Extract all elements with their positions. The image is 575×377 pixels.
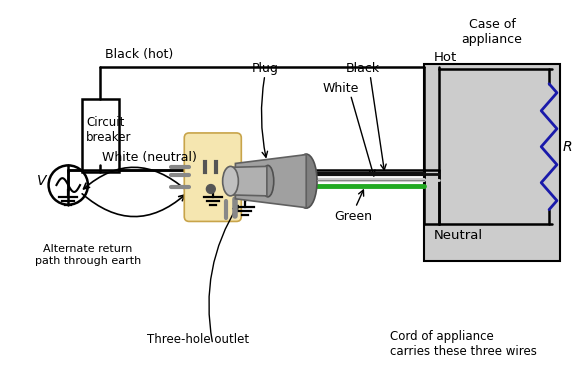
Text: Circuit
breaker: Circuit breaker xyxy=(86,116,132,144)
Polygon shape xyxy=(235,155,306,208)
Text: R: R xyxy=(563,140,573,154)
Text: Black (hot): Black (hot) xyxy=(105,48,173,61)
Ellipse shape xyxy=(223,166,239,196)
FancyBboxPatch shape xyxy=(184,133,242,221)
Text: V: V xyxy=(37,174,47,188)
Ellipse shape xyxy=(262,166,274,197)
Bar xyxy=(424,64,560,261)
Text: White (neutral): White (neutral) xyxy=(102,152,197,164)
Text: Neutral: Neutral xyxy=(434,229,483,242)
Bar xyxy=(82,98,120,172)
Polygon shape xyxy=(231,166,267,196)
Text: White: White xyxy=(323,81,359,95)
Text: Plug: Plug xyxy=(251,62,278,75)
Text: Hot: Hot xyxy=(434,51,457,64)
Circle shape xyxy=(206,185,215,193)
Ellipse shape xyxy=(296,154,317,208)
Bar xyxy=(424,64,560,261)
Text: Black: Black xyxy=(346,62,380,75)
Text: Three-hole outlet: Three-hole outlet xyxy=(147,333,249,346)
Text: Cord of appliance
carries these three wires: Cord of appliance carries these three wi… xyxy=(390,329,536,358)
Text: Alternate return
path through earth: Alternate return path through earth xyxy=(35,244,141,266)
Text: Green: Green xyxy=(335,210,373,223)
Text: Case of
appliance: Case of appliance xyxy=(462,18,523,46)
